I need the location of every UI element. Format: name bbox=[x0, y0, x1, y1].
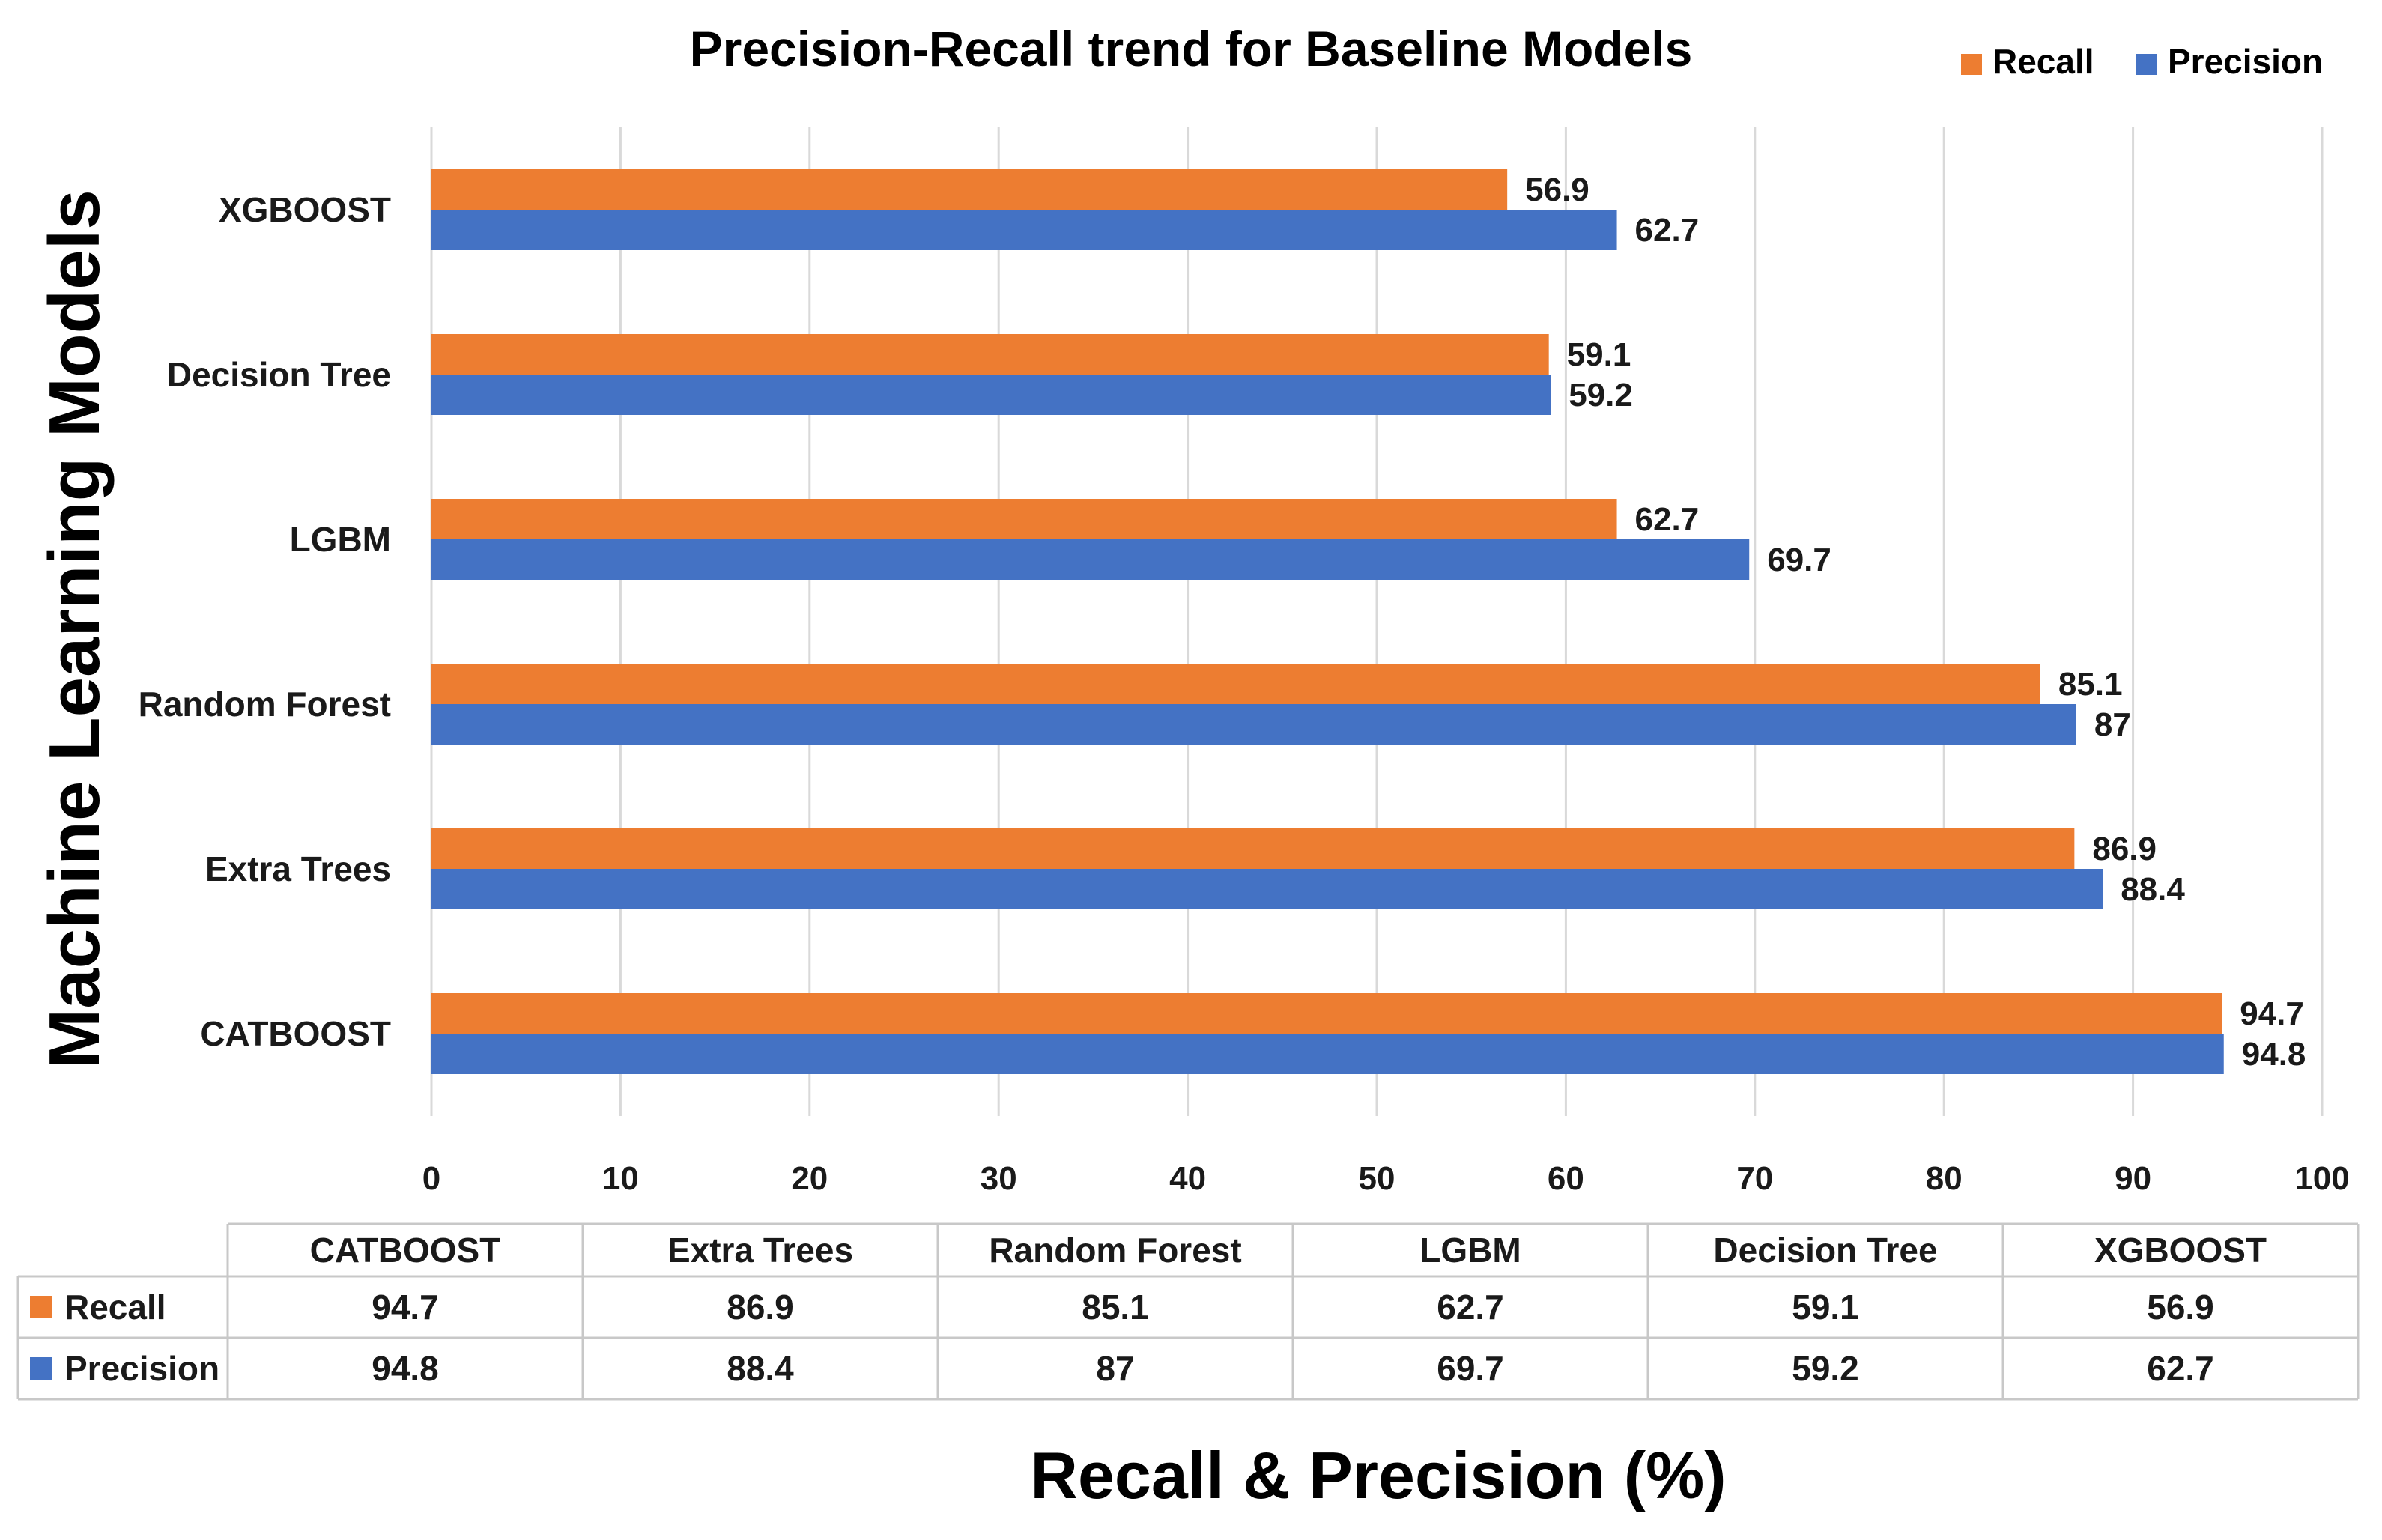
table-cell: 62.7 bbox=[2147, 1349, 2214, 1388]
category-label: CATBOOST bbox=[200, 1014, 391, 1053]
table-header-cell: CATBOOST bbox=[310, 1231, 501, 1270]
data-label-precision: 87 bbox=[2094, 706, 2131, 743]
table-row-label: Recall bbox=[64, 1288, 166, 1327]
category-label: XGBOOST bbox=[219, 190, 391, 229]
table-cell: 69.7 bbox=[1437, 1349, 1504, 1388]
y-axis-title: Machine Learning Models bbox=[34, 190, 115, 1069]
data-label-precision: 62.7 bbox=[1635, 212, 1700, 249]
category-labels: CATBOOST Extra Trees Random Forest LGBM Deci… bbox=[139, 190, 391, 1053]
gridlines bbox=[430, 127, 2324, 1116]
table-cell: 87 bbox=[1096, 1349, 1134, 1388]
data-table: CATBOOST Extra Trees Random Forest LGBM Deci… bbox=[16, 1222, 2360, 1401]
data-label-precision: 69.7 bbox=[1767, 542, 1831, 578]
x-tick-label: 20 bbox=[791, 1160, 828, 1197]
x-tick-label: 10 bbox=[602, 1160, 639, 1197]
bar-precision bbox=[431, 704, 2076, 745]
data-label-recall: 85.1 bbox=[2058, 666, 2123, 703]
x-tick-label: 80 bbox=[1926, 1160, 1963, 1197]
table-cell: 88.4 bbox=[727, 1349, 794, 1388]
table-header-cell: Extra Trees bbox=[667, 1231, 853, 1270]
table-cell: 59.1 bbox=[1792, 1288, 1859, 1327]
bar-recall bbox=[431, 664, 2040, 704]
legend: Recall Precision bbox=[1961, 42, 2323, 81]
data-label-recall: 94.7 bbox=[2240, 995, 2304, 1032]
x-tick-label: 0 bbox=[422, 1160, 440, 1197]
bar-recall bbox=[431, 499, 1617, 539]
table-cell: 86.9 bbox=[727, 1288, 794, 1327]
bar-precision bbox=[431, 539, 1750, 580]
data-label-precision: 88.4 bbox=[2121, 871, 2185, 908]
data-label-precision: 59.2 bbox=[1569, 377, 1633, 413]
table-header-cell: Random Forest bbox=[989, 1231, 1241, 1270]
data-label-recall: 62.7 bbox=[1635, 501, 1700, 538]
data-labels: 94.7 94.8 86.9 88.4 85.187 62.7 69.7 59.1 59.2 56… bbox=[1525, 172, 2306, 1073]
category-label: LGBM bbox=[290, 520, 391, 559]
bar-precision bbox=[431, 869, 2103, 909]
x-tick-label: 100 bbox=[2294, 1160, 2349, 1197]
bar-precision bbox=[431, 375, 1551, 415]
data-label-recall: 56.9 bbox=[1525, 172, 1589, 208]
legend-precision-label: Precision bbox=[2168, 42, 2323, 81]
table-cell: 94.8 bbox=[372, 1349, 439, 1388]
x-tick-label: 70 bbox=[1736, 1160, 1773, 1197]
table-swatch-precision bbox=[30, 1357, 52, 1380]
data-label-recall: 59.1 bbox=[1567, 336, 1631, 373]
data-label-precision: 94.8 bbox=[2242, 1036, 2306, 1073]
x-tick-label: 30 bbox=[981, 1160, 1017, 1197]
table-cell: 56.9 bbox=[2147, 1288, 2214, 1327]
category-label: Random Forest bbox=[139, 685, 391, 724]
x-tick-label: 60 bbox=[1548, 1160, 1584, 1197]
x-axis-title: Recall & Precision (%) bbox=[1030, 1438, 1726, 1512]
table-header-cell: Decision Tree bbox=[1713, 1231, 1937, 1270]
bar-precision bbox=[431, 210, 1617, 250]
x-axis-ticks: 0 10 20 30 40 50 60 70 80 90 100 bbox=[422, 1160, 2350, 1197]
table-header-cell: XGBOOST bbox=[2094, 1231, 2267, 1270]
bar-recall bbox=[431, 169, 1508, 210]
table-cell: 94.7 bbox=[372, 1288, 439, 1327]
legend-recall-label: Recall bbox=[1992, 42, 2094, 81]
bar-precision bbox=[431, 1034, 2224, 1074]
table-cell: 85.1 bbox=[1082, 1288, 1149, 1327]
category-label: Decision Tree bbox=[167, 355, 391, 394]
legend-recall-swatch bbox=[1961, 54, 1982, 75]
legend-precision-swatch bbox=[2136, 54, 2157, 75]
x-tick-label: 40 bbox=[1169, 1160, 1206, 1197]
bar-recall bbox=[431, 828, 2075, 869]
table-cell: 59.2 bbox=[1792, 1349, 1859, 1388]
category-label: Extra Trees bbox=[205, 849, 391, 888]
table-swatch-recall bbox=[30, 1296, 52, 1318]
bars bbox=[431, 169, 2224, 1074]
bar-recall bbox=[431, 334, 1549, 375]
table-row-label: Precision bbox=[64, 1349, 219, 1388]
table-cell: 62.7 bbox=[1437, 1288, 1504, 1327]
bar-recall bbox=[431, 993, 2222, 1034]
x-tick-label: 50 bbox=[1359, 1160, 1395, 1197]
x-tick-label: 90 bbox=[2115, 1160, 2151, 1197]
table-header-cell: LGBM bbox=[1419, 1231, 1521, 1270]
chart-title: Precision-Recall trend for Baseline Mode… bbox=[690, 21, 1693, 76]
data-label-recall: 86.9 bbox=[2092, 831, 2157, 867]
